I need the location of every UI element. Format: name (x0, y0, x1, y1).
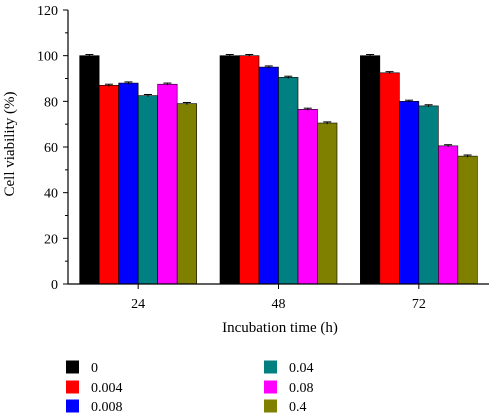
bar-0-24 (79, 55, 100, 285)
bar-0.4-48 (317, 122, 338, 285)
axes: 0 20 40 60 80 100 120 24 48 72 (37, 4, 489, 312)
legend-label-0.04: 0.04 (289, 361, 314, 376)
y-tick-label-0: 0 (51, 278, 58, 293)
legend-label-0.08: 0.08 (289, 381, 314, 396)
legend: 0 0.004 0.008 0.04 0.08 0.4 (66, 360, 314, 415)
y-tick-label-20: 20 (44, 232, 58, 247)
bar-0.004-72 (379, 72, 400, 285)
legend-label-0.4: 0.4 (289, 400, 307, 415)
x-tick-label-72: 72 (412, 297, 426, 312)
legend-swatch-0.04 (264, 360, 277, 374)
y-tick-label-60: 60 (44, 141, 58, 156)
y-axis-label: Cell viability (%) (2, 92, 18, 197)
x-tick-label-48: 48 (272, 297, 286, 312)
bar-0.008-48 (258, 66, 279, 285)
legend-label-0: 0 (91, 361, 98, 376)
y-tick-label-100: 100 (37, 50, 58, 65)
legend-swatch-0.008 (66, 399, 79, 413)
bar-0.08-24 (157, 83, 178, 285)
bar-0.4-24 (176, 103, 197, 285)
bar-0.04-48 (278, 77, 299, 285)
y-tick-label-120: 120 (37, 4, 58, 19)
x-tick-label-24: 24 (131, 297, 145, 312)
legend-swatch-0 (66, 360, 79, 374)
bar-0.04-24 (137, 95, 158, 285)
legend-swatch-0.004 (66, 380, 79, 394)
bar-0.4-72 (457, 155, 478, 285)
legend-label-0.004: 0.004 (91, 381, 123, 396)
bar-0.004-24 (98, 85, 119, 285)
bar-0-72 (360, 55, 381, 285)
bar-0-48 (219, 55, 240, 285)
bar-0.008-24 (118, 82, 139, 285)
bar-0.08-48 (297, 109, 318, 285)
y-tick-label-40: 40 (44, 187, 58, 202)
x-axis-label: Incubation time (h) (222, 320, 338, 336)
bar-0.08-72 (438, 145, 459, 285)
y-tick-label-80: 80 (44, 95, 58, 110)
bar-0.04-72 (418, 105, 439, 285)
bar-0.004-48 (239, 55, 260, 285)
bar-0.008-72 (399, 101, 420, 285)
legend-swatch-0.08 (264, 380, 277, 394)
legend-swatch-0.4 (264, 399, 277, 413)
plot-area (79, 54, 478, 285)
legend-label-0.008: 0.008 (91, 400, 123, 415)
